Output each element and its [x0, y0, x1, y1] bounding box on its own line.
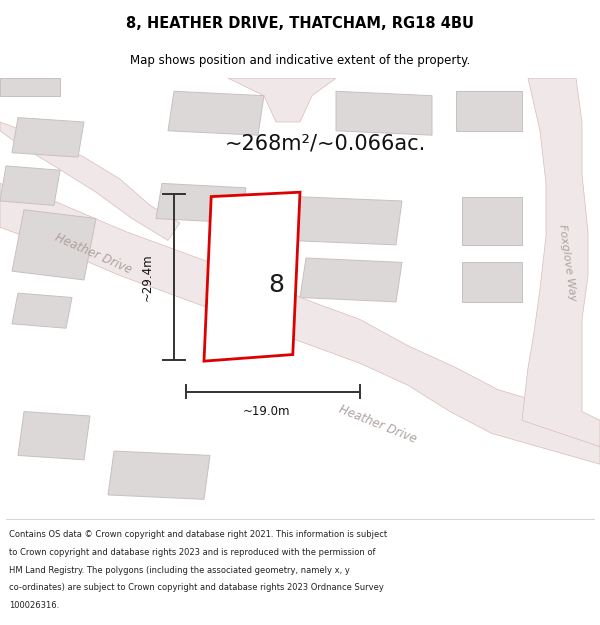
Polygon shape [456, 91, 522, 131]
Text: 8, HEATHER DRIVE, THATCHAM, RG18 4BU: 8, HEATHER DRIVE, THATCHAM, RG18 4BU [126, 16, 474, 31]
Polygon shape [168, 91, 264, 135]
Polygon shape [204, 192, 300, 361]
Text: to Crown copyright and database rights 2023 and is reproduced with the permissio: to Crown copyright and database rights 2… [9, 548, 376, 557]
Polygon shape [0, 183, 600, 464]
Polygon shape [0, 166, 60, 206]
Polygon shape [522, 78, 600, 447]
Text: Heather Drive: Heather Drive [337, 403, 419, 446]
Polygon shape [288, 197, 402, 245]
Polygon shape [462, 262, 522, 302]
Text: 100026316.: 100026316. [9, 601, 59, 610]
Polygon shape [0, 122, 180, 241]
Text: 8: 8 [268, 273, 284, 297]
Polygon shape [12, 118, 84, 157]
Polygon shape [156, 183, 246, 223]
Polygon shape [228, 78, 336, 122]
Text: ~19.0m: ~19.0m [243, 405, 291, 418]
Text: ~268m²/~0.066ac.: ~268m²/~0.066ac. [225, 134, 426, 154]
Polygon shape [12, 210, 96, 280]
Polygon shape [18, 412, 90, 460]
Text: Contains OS data © Crown copyright and database right 2021. This information is : Contains OS data © Crown copyright and d… [9, 530, 387, 539]
Polygon shape [300, 258, 402, 302]
Polygon shape [462, 197, 522, 245]
Polygon shape [0, 78, 60, 96]
Polygon shape [336, 91, 432, 135]
Text: Map shows position and indicative extent of the property.: Map shows position and indicative extent… [130, 54, 470, 68]
Text: Heather Drive: Heather Drive [53, 231, 133, 276]
Text: Foxglove Way: Foxglove Way [557, 223, 577, 301]
Polygon shape [12, 293, 72, 328]
Polygon shape [108, 451, 210, 499]
Text: co-ordinates) are subject to Crown copyright and database rights 2023 Ordnance S: co-ordinates) are subject to Crown copyr… [9, 583, 384, 592]
Text: HM Land Registry. The polygons (including the associated geometry, namely x, y: HM Land Registry. The polygons (includin… [9, 566, 350, 574]
Text: ~29.4m: ~29.4m [140, 254, 154, 301]
